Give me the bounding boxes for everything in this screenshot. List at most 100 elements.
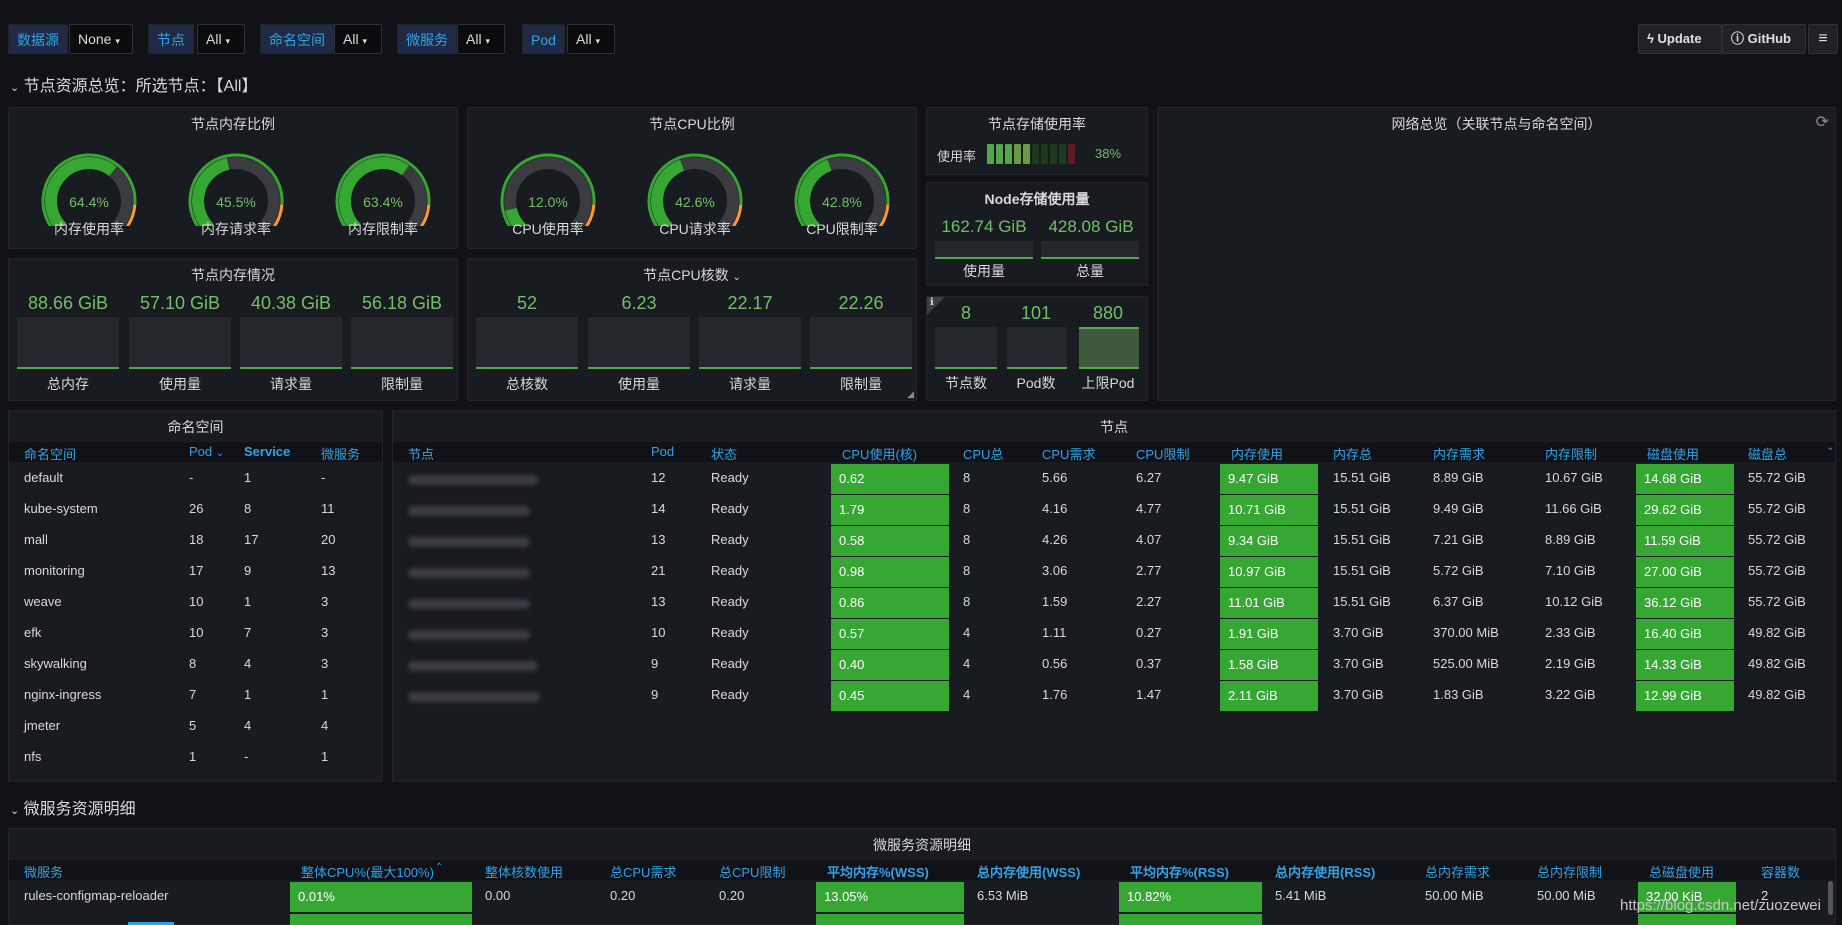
- refresh-icon[interactable]: ⟳: [1815, 114, 1829, 131]
- column-header[interactable]: 总内存使用(WSS): [977, 865, 1081, 880]
- table-cell: jmeter: [24, 718, 61, 733]
- menu-button[interactable]: ≡: [1808, 24, 1838, 54]
- column-header[interactable]: 容器数: [1761, 865, 1801, 880]
- column-header[interactable]: 总内存使用(RSS): [1275, 865, 1376, 880]
- row-header-microservice[interactable]: ⌄ 微服务资源明细: [10, 795, 136, 819]
- gauge-value: 42.8%: [822, 194, 862, 210]
- table-cell: 15.51 GiB: [1333, 594, 1391, 609]
- column-header[interactable]: 微服务: [321, 447, 361, 462]
- column-header[interactable]: 命名空间: [24, 447, 77, 462]
- table-cell: 26: [189, 501, 204, 516]
- column-header[interactable]: 总CPU需求: [610, 865, 677, 880]
- table-cell: 0.56: [1042, 656, 1068, 671]
- table-cell: 3.70 GiB: [1333, 625, 1384, 640]
- table-cell-highlight: 11.01 GiB: [1220, 588, 1318, 618]
- table-cell: 5.72 GiB: [1433, 563, 1484, 578]
- column-header[interactable]: 总内存需求: [1425, 865, 1491, 880]
- stat-value: 57.10 GiB: [139, 293, 221, 313]
- chevron-up-icon[interactable]: ⌃: [435, 862, 444, 873]
- table-cell: 11: [321, 501, 335, 516]
- table-cell-highlight: 14.33 GiB: [1636, 650, 1734, 680]
- github-button[interactable]: ⓘ GitHub: [1722, 24, 1806, 54]
- column-header[interactable]: 整体核数使用: [485, 865, 564, 880]
- column-header[interactable]: 总磁盘使用: [1649, 865, 1715, 880]
- var-value: All: [576, 31, 592, 47]
- bottom-scroll-indicator[interactable]: [128, 922, 174, 925]
- table-cell-highlight: 0.62: [831, 464, 949, 494]
- table-cell: default: [24, 470, 64, 485]
- column-header[interactable]: 内存使用: [1231, 447, 1284, 462]
- stat-value: 162.74 GiB: [941, 217, 1027, 236]
- bar-gauge-segment: [1041, 144, 1048, 164]
- table-cell-highlight: 0.98: [831, 557, 949, 587]
- panel-title: 节点存储使用率: [988, 116, 1086, 132]
- bar-gauge-segment: [1023, 144, 1030, 164]
- column-header[interactable]: 内存总: [1333, 447, 1373, 462]
- column-header[interactable]: 总内存限制: [1537, 865, 1603, 880]
- table-cell: 7.10 GiB: [1545, 563, 1596, 578]
- var-select-datasource[interactable]: None ▾: [69, 24, 133, 54]
- row-header-node-overview[interactable]: ⌄ 节点资源总览：所选节点：【All】: [10, 72, 257, 96]
- column-header[interactable]: CPU使用(核): [842, 447, 918, 462]
- column-header-sorted[interactable]: Pod ⌄: [189, 444, 224, 459]
- bar-gauge-segment: [996, 144, 1003, 164]
- resize-handle-icon[interactable]: ◢: [907, 389, 914, 399]
- table-cell: 8: [963, 470, 971, 485]
- panel-title: 网络总览（关联节点与命名空间）: [1391, 116, 1602, 132]
- table-cell: 3.70 GiB: [1333, 687, 1384, 702]
- table-cell: 5.66: [1042, 470, 1068, 485]
- column-header[interactable]: 平均内存%(RSS): [1130, 865, 1229, 880]
- bolt-icon: ϟ: [1647, 31, 1654, 46]
- var-value: All: [343, 31, 359, 47]
- scrollbar[interactable]: [1828, 881, 1833, 915]
- var-select-node[interactable]: All ▾: [197, 24, 245, 54]
- table-cell-highlight: 12.99 GiB: [1636, 681, 1734, 711]
- column-header[interactable]: 整体CPU%(最大100%): [301, 865, 434, 880]
- column-header[interactable]: 内存限制: [1545, 447, 1598, 462]
- table-cell-highlight: 29.62 GiB: [1636, 495, 1734, 525]
- table-cell: 55.72 GiB: [1748, 532, 1806, 547]
- column-header[interactable]: 平均内存%(WSS): [827, 865, 929, 880]
- redacted-node-name: [408, 692, 540, 702]
- table-cell: 6.27: [1136, 470, 1162, 485]
- table-cell: 8: [963, 563, 971, 578]
- column-header[interactable]: CPU总: [963, 447, 1004, 462]
- gauge-label: CPU限制率: [806, 221, 878, 237]
- column-header[interactable]: 磁盘使用: [1647, 447, 1700, 462]
- column-header[interactable]: 节点: [408, 447, 435, 462]
- update-button[interactable]: ϟ Update: [1638, 24, 1722, 54]
- column-header[interactable]: Service: [244, 444, 291, 459]
- stat-sparkline: [1041, 241, 1139, 259]
- gauge-threshold-green: [41, 153, 137, 226]
- table-cell-highlight: 11.59 GiB: [1636, 526, 1734, 556]
- column-header[interactable]: CPU需求: [1042, 447, 1096, 462]
- redacted-node-name: [408, 506, 530, 516]
- column-header[interactable]: CPU限制: [1136, 447, 1190, 462]
- column-header[interactable]: Pod: [651, 444, 675, 459]
- column-header[interactable]: 磁盘总: [1748, 447, 1788, 462]
- table-cell: Ready: [711, 687, 749, 702]
- table-cell: efk: [24, 625, 42, 640]
- stat-sparkline: [935, 241, 1033, 259]
- column-header[interactable]: 总CPU限制: [719, 865, 786, 880]
- var-label-node: 节点: [148, 24, 194, 54]
- table-cell: mall: [24, 532, 48, 547]
- var-select-pod[interactable]: All ▾: [567, 24, 615, 54]
- table-cell: 13: [651, 532, 666, 547]
- column-header[interactable]: 微服务: [24, 865, 64, 880]
- var-select-namespace[interactable]: All ▾: [334, 24, 382, 54]
- info-corner-icon[interactable]: [927, 297, 945, 315]
- table-cell: 55.72 GiB: [1748, 563, 1806, 578]
- var-select-microservice[interactable]: All ▾: [457, 24, 505, 54]
- panel-title[interactable]: 节点CPU核数 ⌄: [468, 265, 916, 285]
- info-icon: ℹ: [930, 297, 934, 308]
- stat-value: 88.66 GiB: [27, 293, 109, 313]
- chevron-down-icon: ▾: [115, 36, 120, 46]
- chevron-down-icon[interactable]: ⌄: [1826, 442, 1835, 453]
- next-row-highlight: [1119, 914, 1262, 925]
- column-header[interactable]: 状态: [711, 447, 738, 462]
- column-header[interactable]: 内存需求: [1433, 447, 1486, 462]
- gauge-threshold-orange: [125, 204, 137, 226]
- table-cell: 1.47: [1136, 687, 1162, 702]
- table-cell-highlight: 36.12 GiB: [1636, 588, 1734, 618]
